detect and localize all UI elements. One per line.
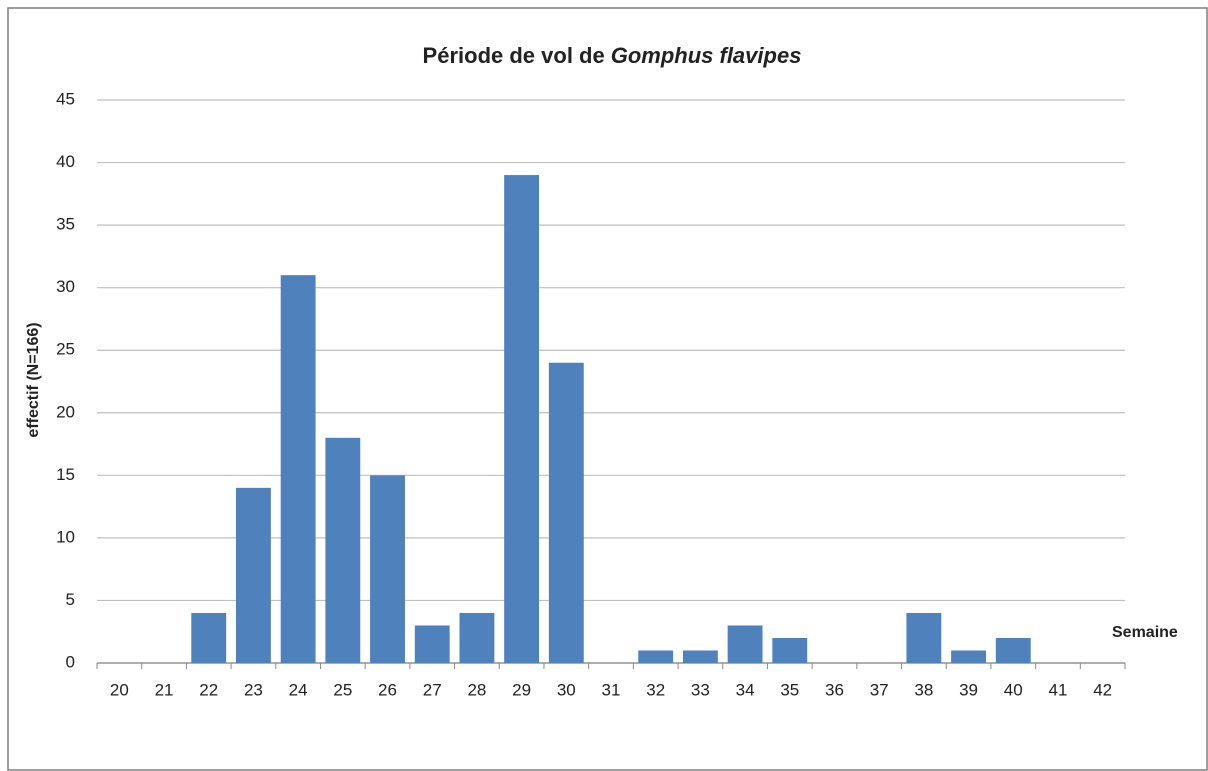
x-tick-label: 33	[691, 680, 710, 699]
bar	[772, 637, 808, 663]
title-species: Gomphus flavipes	[611, 43, 802, 68]
bar	[191, 612, 227, 663]
y-tick-label: 30	[56, 277, 75, 296]
x-tick-label: 40	[1004, 680, 1023, 699]
bar	[504, 175, 540, 664]
x-tick-label: 34	[736, 680, 755, 699]
y-tick-label: 40	[56, 152, 75, 171]
bar	[951, 650, 986, 663]
x-tick-label: 26	[378, 680, 397, 699]
x-tick-label: 21	[155, 680, 174, 699]
y-tick-label: 15	[56, 465, 75, 484]
x-tick-label: 20	[110, 680, 129, 699]
x-tick-label: 32	[646, 680, 665, 699]
x-tick-label: 27	[423, 680, 442, 699]
x-tick-label: 23	[244, 680, 263, 699]
x-tick-label: 39	[959, 680, 978, 699]
y-tick-label: 35	[56, 215, 75, 234]
y-tick-label: 25	[56, 340, 75, 359]
x-tick-label: 28	[467, 680, 486, 699]
x-tick-label: 30	[557, 680, 576, 699]
bar	[638, 650, 674, 663]
y-tick-label: 20	[56, 402, 75, 421]
y-tick-label: 0	[66, 652, 75, 671]
bar	[548, 362, 584, 663]
bar	[459, 612, 495, 663]
x-tick-label: 22	[199, 680, 218, 699]
x-axis-label: Semaine	[1112, 624, 1178, 641]
bar	[995, 637, 1031, 663]
bar	[280, 275, 316, 663]
bar	[325, 437, 361, 663]
y-axis-label: effectif (N=166)	[25, 322, 42, 437]
x-tick-label: 42	[1093, 680, 1112, 699]
bar	[906, 612, 942, 663]
x-tick-label: 41	[1048, 680, 1067, 699]
x-tick-label: 37	[870, 680, 889, 699]
chart-title: Période de vol de Gomphus flavipes	[423, 43, 802, 68]
x-tick-label: 25	[333, 680, 352, 699]
bar	[414, 625, 450, 663]
bar	[370, 475, 405, 663]
x-tick-label: 24	[289, 680, 308, 699]
bar	[236, 487, 271, 663]
x-tick-label: 35	[780, 680, 799, 699]
x-tick-label: 31	[602, 680, 621, 699]
x-tick-label: 38	[914, 680, 933, 699]
title-text: Période de vol de	[423, 43, 605, 68]
y-tick-label: 45	[56, 89, 75, 108]
bar	[727, 625, 763, 663]
y-tick-label: 10	[56, 527, 75, 546]
y-tick-label: 5	[66, 590, 75, 609]
bar	[682, 650, 718, 663]
x-tick-label: 29	[512, 680, 531, 699]
x-tick-label: 36	[825, 680, 844, 699]
